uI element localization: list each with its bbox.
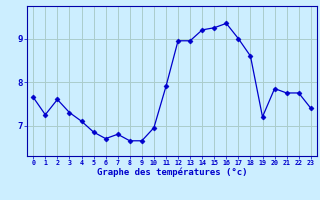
X-axis label: Graphe des températures (°c): Graphe des températures (°c) <box>97 168 247 177</box>
